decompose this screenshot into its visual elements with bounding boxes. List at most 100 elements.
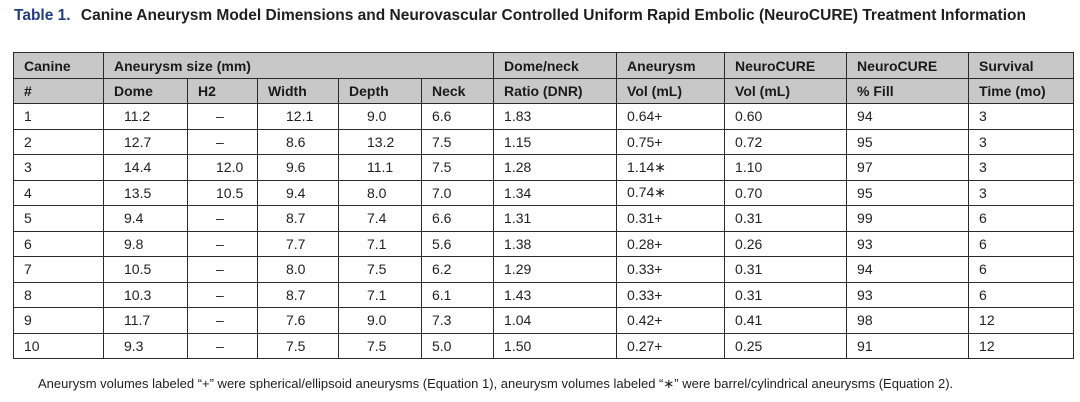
table-row: 10 9.3–7.5 7.5 5.0 1.50 0.27+ 0.25 91 12 xyxy=(13,332,1075,359)
cell-dome: 13.5 xyxy=(103,179,188,206)
cell-ratio-dnr: 1.15 xyxy=(493,128,618,155)
cell-dome: 14.4 xyxy=(103,154,188,181)
cell-neurocure-vol: 0.72 xyxy=(724,128,848,155)
table-row: 5 9.4–8.7 7.4 6.6 1.31 0.31+ 0.31 99 6 xyxy=(13,205,1075,232)
header-width: Width xyxy=(257,78,339,104)
cell-aneurysm-vol: 0.64+ xyxy=(616,103,726,130)
cell-neck: 7.0 xyxy=(420,179,495,206)
cell-h2: – xyxy=(187,103,258,130)
cell-aneurysm-vol: 1.14∗ xyxy=(616,154,726,181)
table-row: 2 12.7–8.6 13.2 7.5 1.15 0.75+ 0.72 95 3 xyxy=(13,128,1075,155)
cell-aneurysm-vol: 0.31+ xyxy=(616,205,726,232)
cell-neck: 5.0 xyxy=(420,332,495,359)
cell-canine-number: 10 xyxy=(13,332,104,359)
cell-ratio-dnr: 1.28 xyxy=(493,154,618,181)
cell-width: 7.7 xyxy=(257,230,339,257)
cell-neurocure-vol: 0.26 xyxy=(724,230,848,257)
table-label: Table 1. xyxy=(14,7,71,24)
cell-neck: 6.1 xyxy=(420,281,495,308)
cell-neurocure-vol: 0.31 xyxy=(724,256,848,283)
data-table: Canine Aneurysm size (mm) Dome/neck Aneu… xyxy=(13,52,1075,359)
header-neurocure-fill: NeuroCURE xyxy=(846,52,970,79)
header-depth: Depth xyxy=(338,78,422,104)
cell-h2: 12.0 xyxy=(187,154,258,181)
cell-canine-number: 4 xyxy=(13,179,104,206)
cell-percent-fill: 99 xyxy=(846,205,970,232)
cell-neck: 5.6 xyxy=(420,230,495,257)
cell-aneurysm-vol: 0.42+ xyxy=(616,307,726,334)
cell-survival-time: 6 xyxy=(968,281,1075,308)
cell-h2: – xyxy=(187,230,258,257)
header-survival: Survival xyxy=(968,52,1075,79)
cell-dome: 10.3 xyxy=(103,281,188,308)
cell-ratio-dnr: 1.43 xyxy=(493,281,618,308)
header-canine: Canine xyxy=(13,52,104,79)
header-number: # xyxy=(13,78,104,104)
cell-width: 8.7 xyxy=(257,205,339,232)
cell-survival-time: 12 xyxy=(968,307,1075,334)
cell-h2: – xyxy=(187,256,258,283)
cell-neck: 6.6 xyxy=(420,103,495,130)
cell-percent-fill: 93 xyxy=(846,230,970,257)
header-h2: H2 xyxy=(187,78,258,104)
table-body: 1 11.2–12.1 9.0 6.6 1.83 0.64+ 0.60 94 3 2 12.7–8.… xyxy=(13,103,1075,359)
cell-ratio-dnr: 1.31 xyxy=(493,205,618,232)
header-neurocure-vol: NeuroCURE xyxy=(724,52,848,79)
cell-neck: 7.5 xyxy=(420,128,495,155)
table-caption: Table 1. Canine Aneurysm Model Dimension… xyxy=(14,6,1076,26)
table-row: 6 9.8–7.7 7.1 5.6 1.38 0.28+ 0.26 93 6 xyxy=(13,230,1075,257)
cell-aneurysm-vol: 0.75+ xyxy=(616,128,726,155)
cell-survival-time: 6 xyxy=(968,205,1075,232)
cell-neurocure-vol: 0.31 xyxy=(724,281,848,308)
header-row-2: # Dome H2 Width Depth Neck Ratio (DNR) V… xyxy=(13,78,1075,104)
cell-canine-number: 2 xyxy=(13,128,104,155)
cell-width: 8.6 xyxy=(257,128,339,155)
header-survival-time: Time (mo) xyxy=(968,78,1075,104)
cell-depth: 7.4 xyxy=(338,205,422,232)
cell-dome: 9.4 xyxy=(103,205,188,232)
cell-width: 7.6 xyxy=(257,307,339,334)
cell-dome: 9.8 xyxy=(103,230,188,257)
cell-canine-number: 1 xyxy=(13,103,104,130)
cell-percent-fill: 95 xyxy=(846,179,970,206)
cell-aneurysm-vol: 0.74∗ xyxy=(616,179,726,206)
cell-dome: 11.7 xyxy=(103,307,188,334)
cell-dome: 11.2 xyxy=(103,103,188,130)
header-aneurysm-vol: Vol (mL) xyxy=(616,78,726,104)
cell-dome: 10.5 xyxy=(103,256,188,283)
cell-survival-time: 6 xyxy=(968,230,1075,257)
cell-neck: 7.5 xyxy=(420,154,495,181)
cell-ratio-dnr: 1.29 xyxy=(493,256,618,283)
header-ratio-dnr: Ratio (DNR) xyxy=(493,78,618,104)
cell-survival-time: 3 xyxy=(968,154,1075,181)
cell-width: 9.4 xyxy=(257,179,339,206)
header-aneurysm-size: Aneurysm size (mm) xyxy=(102,52,495,79)
cell-dome: 9.3 xyxy=(103,332,188,359)
cell-neurocure-vol: 0.41 xyxy=(724,307,848,334)
header-aneurysm: Aneurysm xyxy=(616,52,726,79)
cell-depth: 8.0 xyxy=(338,179,422,206)
cell-percent-fill: 94 xyxy=(846,103,970,130)
cell-h2: – xyxy=(187,332,258,359)
table-row: 3 14.4 12.0 9.6 11.1 7.5 1.28 1.14∗ 1.10 97 3 xyxy=(13,154,1075,181)
header-dome: Dome xyxy=(103,78,188,104)
header-neurocure-vol-ml: Vol (mL) xyxy=(724,78,848,104)
table-row: 1 11.2–12.1 9.0 6.6 1.83 0.64+ 0.60 94 3 xyxy=(13,103,1075,130)
cell-h2: 10.5 xyxy=(187,179,258,206)
cell-h2: – xyxy=(187,205,258,232)
cell-dome: 12.7 xyxy=(103,128,188,155)
cell-canine-number: 6 xyxy=(13,230,104,257)
table-row: 7 10.5–8.0 7.5 6.2 1.29 0.33+ 0.31 94 6 xyxy=(13,256,1075,283)
cell-depth: 13.2 xyxy=(338,128,422,155)
cell-width: 9.6 xyxy=(257,154,339,181)
table-row: 4 13.5 10.5 9.4 8.0 7.0 1.34 0.74∗ 0.70 95 3 xyxy=(13,179,1075,206)
cell-depth: 7.1 xyxy=(338,281,422,308)
cell-aneurysm-vol: 0.33+ xyxy=(616,281,726,308)
cell-width: 8.7 xyxy=(257,281,339,308)
cell-percent-fill: 97 xyxy=(846,154,970,181)
cell-width: 8.0 xyxy=(257,256,339,283)
cell-survival-time: 3 xyxy=(968,128,1075,155)
table-row: 8 10.3–8.7 7.1 6.1 1.43 0.33+ 0.31 93 6 xyxy=(13,281,1075,308)
cell-ratio-dnr: 1.34 xyxy=(493,179,618,206)
cell-percent-fill: 98 xyxy=(846,307,970,334)
